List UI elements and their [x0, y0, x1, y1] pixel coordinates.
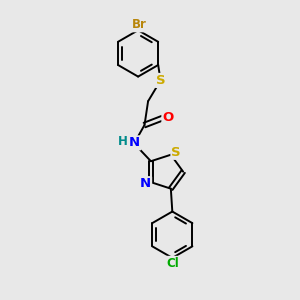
Text: N: N	[129, 136, 140, 149]
Text: N: N	[140, 177, 151, 190]
Text: S: S	[156, 74, 165, 87]
Text: H: H	[118, 136, 128, 148]
Text: Br: Br	[132, 18, 147, 32]
Text: O: O	[162, 111, 174, 124]
Text: S: S	[171, 146, 181, 159]
Text: Cl: Cl	[166, 257, 179, 270]
